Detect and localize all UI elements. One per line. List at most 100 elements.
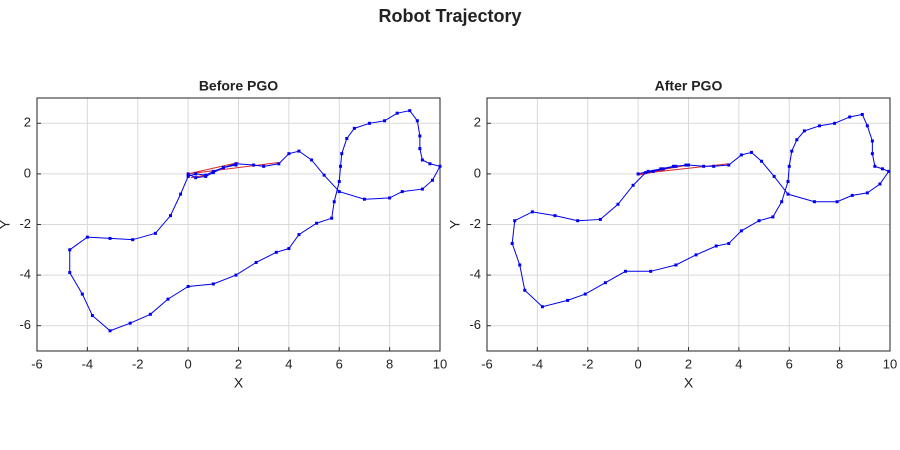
pose-marker	[772, 174, 776, 178]
pose-marker	[771, 215, 775, 219]
x-tick-label: -6	[481, 356, 493, 371]
pose-marker	[168, 214, 172, 218]
x-tick-label: 4	[285, 356, 292, 371]
pose-marker	[418, 147, 422, 151]
pose-marker	[880, 167, 884, 171]
pose-marker	[297, 149, 301, 153]
pose-marker	[786, 192, 790, 196]
y-tick-label: -6	[19, 317, 31, 332]
pose-marker	[332, 200, 336, 204]
pose-marker	[850, 193, 854, 197]
x-axis-label: X	[684, 375, 694, 391]
pose-marker	[234, 163, 238, 167]
y-axis-label: Y	[447, 219, 463, 229]
pose-marker	[566, 298, 570, 302]
pose-marker	[186, 174, 190, 178]
pose-marker	[388, 196, 392, 200]
pose-marker	[636, 172, 640, 176]
y-tick-label: 2	[24, 115, 31, 130]
pose-marker	[624, 269, 628, 273]
pose-marker	[835, 200, 839, 204]
pose-marker	[297, 233, 301, 237]
subplot-title: After PGO	[655, 78, 723, 94]
y-tick-label: -6	[469, 317, 481, 332]
pose-marker	[887, 169, 891, 173]
pose-marker	[659, 167, 663, 171]
pose-marker	[352, 126, 356, 130]
plot-frame	[486, 97, 891, 352]
pose-marker	[340, 152, 344, 156]
pose-marker	[315, 221, 319, 225]
pose-marker	[530, 210, 534, 214]
figure-title: Robot Trajectory	[378, 6, 521, 26]
pose-marker	[420, 187, 424, 191]
x-tick-label: -2	[132, 356, 144, 371]
pose-marker	[860, 112, 864, 116]
pose-marker	[802, 129, 806, 133]
pose-marker	[644, 171, 648, 175]
y-tick-label: -2	[469, 216, 481, 231]
pose-marker	[661, 167, 665, 171]
pose-marker	[671, 164, 675, 168]
pose-marker	[418, 134, 422, 138]
pose-marker	[649, 269, 653, 273]
pose-marker	[362, 197, 366, 201]
pose-marker	[194, 176, 198, 180]
pose-marker	[674, 263, 678, 267]
x-tick-label: 0	[635, 356, 642, 371]
pose-marker	[337, 190, 341, 194]
pose-marker	[553, 214, 557, 218]
pose-marker	[80, 292, 84, 296]
pose-marker	[211, 169, 215, 173]
y-axis-label: Y	[0, 219, 13, 229]
pose-marker	[400, 190, 404, 194]
pose-marker	[68, 271, 72, 275]
trajectory-line	[188, 162, 279, 179]
pose-marker	[712, 164, 716, 168]
pose-marker	[367, 121, 371, 125]
x-tick-label: 6	[336, 356, 343, 371]
x-tick-label: -4	[82, 356, 94, 371]
pose-marker	[749, 150, 753, 154]
x-tick-label: 8	[836, 356, 843, 371]
pose-marker	[287, 152, 291, 156]
y-tick-label: -2	[19, 216, 31, 231]
pose-marker	[870, 139, 874, 143]
x-tick-label: 0	[185, 356, 192, 371]
pose-marker	[128, 321, 132, 325]
pose-marker	[221, 166, 225, 170]
pose-marker	[684, 163, 688, 167]
pose-marker	[415, 119, 419, 123]
pose-marker	[211, 282, 215, 286]
pose-marker	[848, 115, 852, 119]
plot-frame	[36, 97, 441, 352]
pose-marker	[865, 191, 869, 195]
pose-marker	[186, 284, 190, 288]
x-tick-label: 2	[685, 356, 692, 371]
pose-marker	[687, 163, 690, 167]
pose-marker	[786, 179, 790, 183]
pose-marker	[310, 158, 314, 162]
pose-marker	[274, 250, 278, 254]
pose-marker	[694, 253, 698, 257]
pose-marker	[204, 173, 208, 177]
pose-marker	[817, 124, 821, 128]
pose-marker	[153, 231, 157, 235]
pose-marker	[438, 164, 442, 168]
pose-marker	[674, 164, 678, 168]
pose-marker	[760, 159, 764, 163]
x-tick-label: 6	[786, 356, 793, 371]
pose-marker	[148, 312, 152, 316]
y-tick-label: 2	[474, 115, 481, 130]
pose-marker	[523, 288, 527, 292]
pose-marker	[865, 124, 869, 128]
pose-marker	[430, 178, 434, 182]
pose-marker	[739, 229, 743, 233]
pose-marker	[108, 236, 112, 240]
pose-marker	[408, 109, 412, 113]
x-tick-label: 10	[433, 356, 447, 371]
x-axis-label: X	[234, 375, 244, 391]
pose-marker	[510, 241, 514, 245]
x-tick-label: -4	[532, 356, 544, 371]
pose-marker	[428, 162, 432, 166]
